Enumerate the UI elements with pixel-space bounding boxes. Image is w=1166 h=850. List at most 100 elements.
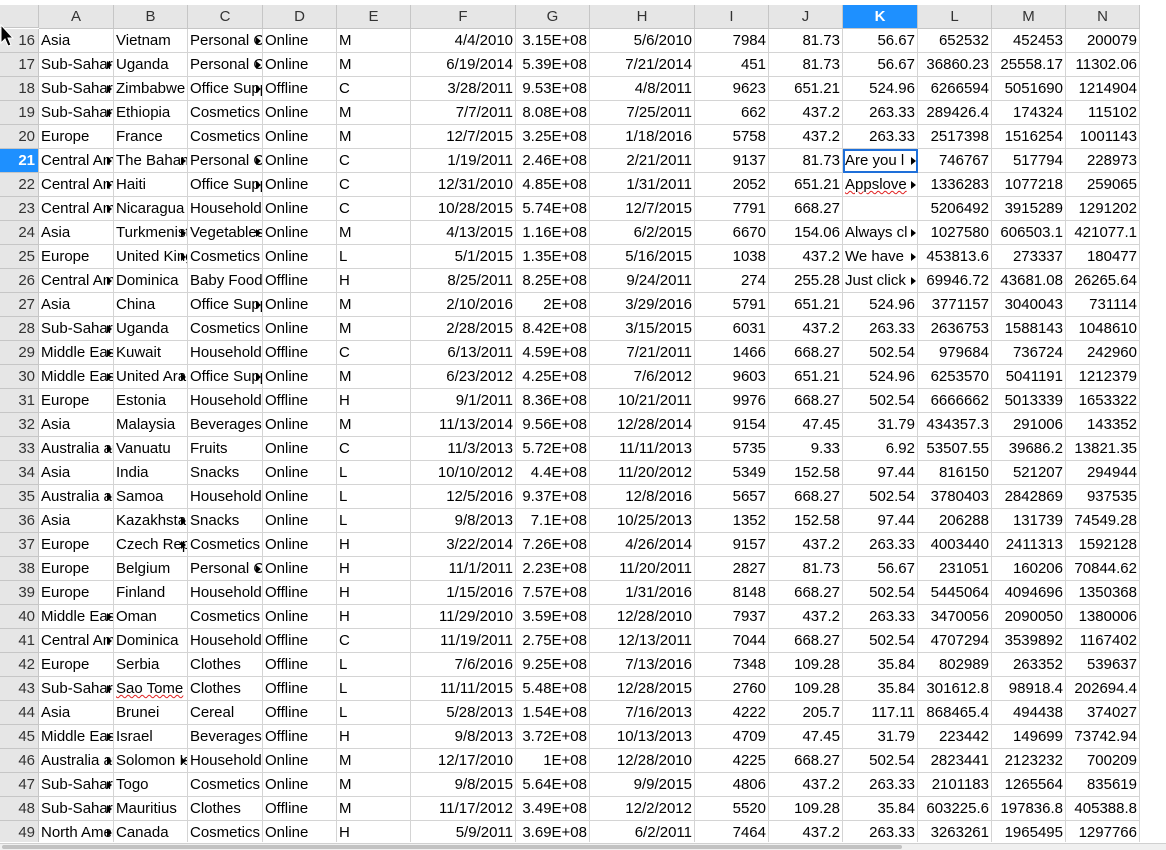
cell-b29[interactable]: Kuwait (114, 341, 188, 365)
cell-g30[interactable]: 4.25E+08 (516, 365, 590, 389)
cell-f47[interactable]: 9/8/2015 (411, 773, 516, 797)
cell-f36[interactable]: 9/8/2013 (411, 509, 516, 533)
cell-d22[interactable]: Online (263, 173, 337, 197)
cell-e29[interactable]: C (337, 341, 411, 365)
cell-h29[interactable]: 7/21/2011 (590, 341, 695, 365)
cell-d17[interactable]: Online (263, 53, 337, 77)
cell-j16[interactable]: 81.73 (769, 29, 843, 53)
cell-k35[interactable]: 502.54 (843, 485, 918, 509)
cell-i46[interactable]: 4225 (695, 749, 769, 773)
cell-n24[interactable]: 421077.1 (1066, 221, 1140, 245)
cell-h17[interactable]: 7/21/2014 (590, 53, 695, 77)
cell-f20[interactable]: 12/7/2015 (411, 125, 516, 149)
cell-i18[interactable]: 9623 (695, 77, 769, 101)
cell-c17[interactable]: Personal Care (188, 53, 263, 77)
cell-g42[interactable]: 9.25E+08 (516, 653, 590, 677)
cell-m30[interactable]: 5041191 (992, 365, 1066, 389)
row-header-34[interactable]: 34 (0, 461, 39, 485)
cell-e27[interactable]: M (337, 293, 411, 317)
cell-n29[interactable]: 242960 (1066, 341, 1140, 365)
row-header-44[interactable]: 44 (0, 701, 39, 725)
cell-n41[interactable]: 1167402 (1066, 629, 1140, 653)
cell-c26[interactable]: Baby Food (188, 269, 263, 293)
cell-e39[interactable]: H (337, 581, 411, 605)
cell-i17[interactable]: 451 (695, 53, 769, 77)
cell-d26[interactable]: Offline (263, 269, 337, 293)
row-header-21[interactable]: 21 (0, 149, 39, 173)
cell-h35[interactable]: 12/8/2016 (590, 485, 695, 509)
cell-h48[interactable]: 12/2/2012 (590, 797, 695, 821)
cell-g17[interactable]: 5.39E+08 (516, 53, 590, 77)
cell-i20[interactable]: 5758 (695, 125, 769, 149)
row-header-30[interactable]: 30 (0, 365, 39, 389)
cell-l26[interactable]: 69946.72 (918, 269, 992, 293)
cell-k18[interactable]: 524.96 (843, 77, 918, 101)
cell-g20[interactable]: 3.25E+08 (516, 125, 590, 149)
cell-m43[interactable]: 98918.4 (992, 677, 1066, 701)
cell-f25[interactable]: 5/1/2015 (411, 245, 516, 269)
cell-i34[interactable]: 5349 (695, 461, 769, 485)
cell-k27[interactable]: 524.96 (843, 293, 918, 317)
cell-l49[interactable]: 3263261 (918, 821, 992, 842)
cell-n48[interactable]: 405388.8 (1066, 797, 1140, 821)
cell-n17[interactable]: 11302.06 (1066, 53, 1140, 77)
row-header-23[interactable]: 23 (0, 197, 39, 221)
cell-c27[interactable]: Office Supplies (188, 293, 263, 317)
column-header-h[interactable]: H (590, 5, 695, 29)
cell-e31[interactable]: H (337, 389, 411, 413)
row-header-49[interactable]: 49 (0, 821, 39, 842)
cell-l35[interactable]: 3780403 (918, 485, 992, 509)
column-header-d[interactable]: D (263, 5, 337, 29)
cell-e37[interactable]: H (337, 533, 411, 557)
cell-g24[interactable]: 1.16E+08 (516, 221, 590, 245)
column-header-m[interactable]: M (992, 5, 1066, 29)
cell-d39[interactable]: Offline (263, 581, 337, 605)
cell-j37[interactable]: 437.2 (769, 533, 843, 557)
column-header-n[interactable]: N (1066, 5, 1140, 29)
cell-d16[interactable]: Online (263, 29, 337, 53)
cell-h16[interactable]: 5/6/2010 (590, 29, 695, 53)
cell-c20[interactable]: Cosmetics (188, 125, 263, 149)
cell-b37[interactable]: Czech Republic (114, 533, 188, 557)
cell-g48[interactable]: 3.49E+08 (516, 797, 590, 821)
cell-c34[interactable]: Snacks (188, 461, 263, 485)
cell-k49[interactable]: 263.33 (843, 821, 918, 842)
cell-n44[interactable]: 374027 (1066, 701, 1140, 725)
cell-m45[interactable]: 149699 (992, 725, 1066, 749)
cell-f43[interactable]: 11/11/2015 (411, 677, 516, 701)
cell-l22[interactable]: 1336283 (918, 173, 992, 197)
row-header-31[interactable]: 31 (0, 389, 39, 413)
cell-b16[interactable]: Vietnam (114, 29, 188, 53)
row-header-47[interactable]: 47 (0, 773, 39, 797)
cell-n35[interactable]: 937535 (1066, 485, 1140, 509)
cell-j40[interactable]: 437.2 (769, 605, 843, 629)
cell-k36[interactable]: 97.44 (843, 509, 918, 533)
cell-i25[interactable]: 1038 (695, 245, 769, 269)
cell-e24[interactable]: M (337, 221, 411, 245)
cell-a27[interactable]: Asia (39, 293, 114, 317)
cell-c35[interactable]: Household (188, 485, 263, 509)
cell-c45[interactable]: Beverages (188, 725, 263, 749)
cell-m36[interactable]: 131739 (992, 509, 1066, 533)
cell-j29[interactable]: 668.27 (769, 341, 843, 365)
cell-f31[interactable]: 9/1/2011 (411, 389, 516, 413)
cell-i30[interactable]: 9603 (695, 365, 769, 389)
cell-b33[interactable]: Vanuatu (114, 437, 188, 461)
cell-d34[interactable]: Online (263, 461, 337, 485)
cell-g45[interactable]: 3.72E+08 (516, 725, 590, 749)
column-header-k[interactable]: K (843, 5, 918, 29)
column-header-f[interactable]: F (411, 5, 516, 29)
cell-m27[interactable]: 3040043 (992, 293, 1066, 317)
cell-m40[interactable]: 2090050 (992, 605, 1066, 629)
cell-j34[interactable]: 152.58 (769, 461, 843, 485)
cell-g41[interactable]: 2.75E+08 (516, 629, 590, 653)
cell-j45[interactable]: 47.45 (769, 725, 843, 749)
cell-l21[interactable]: 746767 (918, 149, 992, 173)
cell-l37[interactable]: 4003440 (918, 533, 992, 557)
cell-i47[interactable]: 4806 (695, 773, 769, 797)
cell-l19[interactable]: 289426.4 (918, 101, 992, 125)
cell-g18[interactable]: 9.53E+08 (516, 77, 590, 101)
cell-a45[interactable]: Middle East (39, 725, 114, 749)
cell-b36[interactable]: Kazakhstan (114, 509, 188, 533)
cell-l25[interactable]: 453813.6 (918, 245, 992, 269)
